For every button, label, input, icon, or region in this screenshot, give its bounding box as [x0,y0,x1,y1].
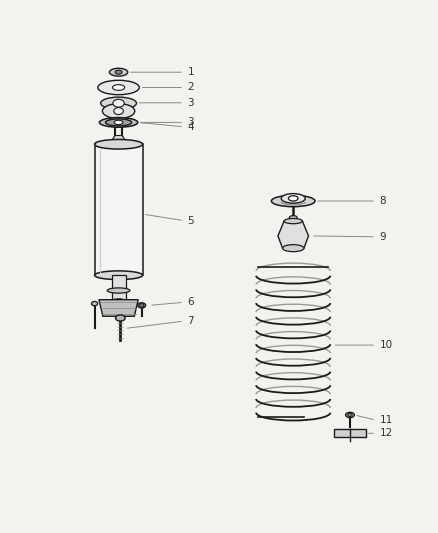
Ellipse shape [113,85,125,90]
Bar [334,430,366,437]
Polygon shape [99,300,138,316]
Text: 6: 6 [187,297,194,308]
Ellipse shape [99,118,138,127]
Text: 12: 12 [380,429,393,438]
Ellipse shape [114,120,123,125]
Ellipse shape [110,68,128,76]
Ellipse shape [107,288,130,293]
Polygon shape [278,221,308,248]
Ellipse shape [95,271,143,280]
Bar [95,144,143,275]
Ellipse shape [283,245,304,252]
Ellipse shape [281,193,305,203]
Text: 3: 3 [187,98,194,108]
Ellipse shape [106,119,132,126]
Text: 3: 3 [187,117,194,127]
Ellipse shape [116,315,125,321]
Ellipse shape [288,196,298,201]
Text: 5: 5 [187,216,194,225]
Text: 11: 11 [380,415,393,425]
Ellipse shape [113,99,124,107]
Text: 4: 4 [187,122,194,132]
Ellipse shape [112,299,126,304]
Text: 7: 7 [187,316,194,326]
Ellipse shape [289,216,297,220]
Polygon shape [109,135,128,144]
Ellipse shape [102,103,135,118]
Text: 9: 9 [380,232,386,242]
Ellipse shape [272,195,315,207]
Ellipse shape [284,219,302,224]
Ellipse shape [95,140,143,149]
Ellipse shape [348,414,352,416]
Ellipse shape [101,97,137,109]
Ellipse shape [140,304,144,307]
Text: 1: 1 [187,67,194,77]
Text: 8: 8 [380,196,386,206]
Ellipse shape [115,70,122,74]
Text: 2: 2 [187,83,194,93]
Text: 10: 10 [380,340,393,350]
Bar [112,275,126,302]
Ellipse shape [346,413,354,417]
Ellipse shape [114,108,124,115]
Ellipse shape [138,303,146,308]
Ellipse shape [92,302,98,306]
Ellipse shape [98,80,139,95]
